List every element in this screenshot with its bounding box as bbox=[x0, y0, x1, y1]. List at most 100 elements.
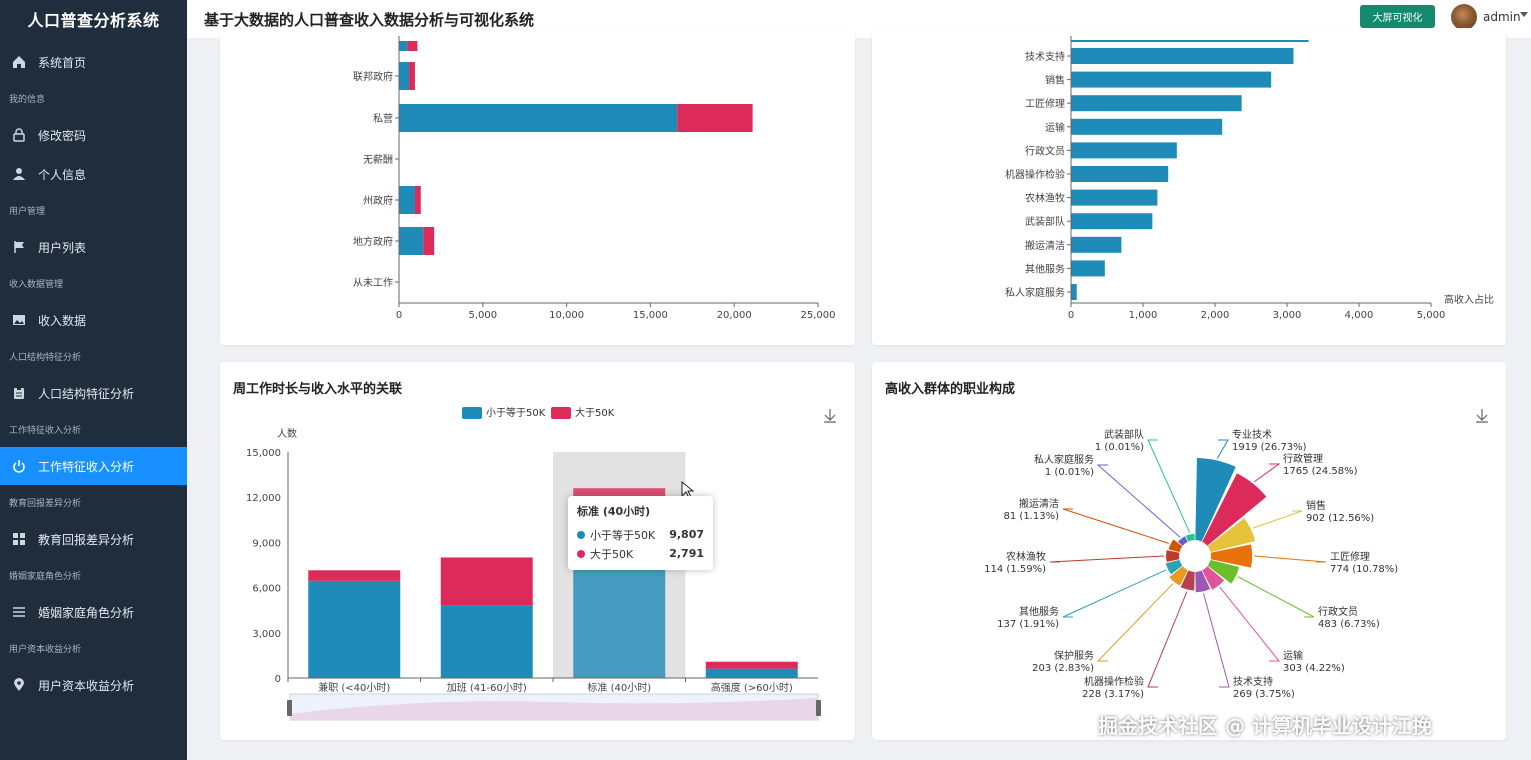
rose-slice bbox=[1185, 533, 1195, 542]
app-brand: 人口普查分析系统 bbox=[27, 11, 160, 30]
x-axis-title: 高收入占比 bbox=[1444, 293, 1494, 306]
image-icon bbox=[12, 313, 26, 327]
bar bbox=[1071, 189, 1158, 206]
rose-slice bbox=[1166, 550, 1180, 562]
x-tick-label: 4,000 bbox=[1345, 310, 1374, 321]
slice-name-label: 保护服务 bbox=[1054, 649, 1094, 662]
sidebar-item[interactable]: 系统首页 bbox=[0, 43, 187, 81]
slice-name-label: 销售 bbox=[1306, 499, 1326, 512]
bar-segment bbox=[308, 570, 401, 581]
x-tick-label: 标准 (40小时) bbox=[587, 682, 651, 694]
x-tick-label: 5,000 bbox=[468, 310, 497, 321]
bar bbox=[1071, 284, 1077, 300]
slice-name-label: 行政管理 bbox=[1283, 452, 1323, 465]
sidebar: 人口普查分析系统 系统首页 我的信息 修改密码 个人信息 用户管理 用户列表 收入数据管理收… bbox=[0, 0, 187, 760]
sidebar-item-label: 修改密码 bbox=[38, 128, 87, 143]
category-label: 从未工作 bbox=[353, 277, 393, 289]
x-tick-label: 15,000 bbox=[633, 310, 668, 321]
rose-slice bbox=[1177, 536, 1188, 546]
x-tick-label: 5,000 bbox=[1417, 310, 1446, 321]
y-tick-label: 12,000 bbox=[246, 493, 281, 504]
x-tick-label: 加班 (41-60小时) bbox=[447, 682, 527, 694]
username[interactable]: admin bbox=[1483, 10, 1521, 24]
sidebar-item-label: 用户列表 bbox=[38, 240, 87, 255]
slice-name-label: 私人家庭服务 bbox=[1034, 453, 1094, 466]
bar bbox=[1071, 142, 1177, 159]
label-leader-line bbox=[1147, 591, 1188, 688]
bar-segment bbox=[399, 104, 678, 132]
bar-segment bbox=[705, 668, 798, 678]
avatar[interactable] bbox=[1451, 4, 1477, 30]
rose-slice bbox=[1195, 458, 1236, 542]
datazoom-slider bbox=[287, 693, 821, 721]
bar-segment bbox=[399, 62, 410, 90]
sidebar-item-label: 收入数据 bbox=[38, 313, 87, 328]
chart-tooltip: 标准 (40小时) 小于等于50K 9,807 大于50K 2,791 bbox=[568, 496, 713, 570]
legend-swatch bbox=[551, 407, 571, 419]
sidebar-group-label: 收入数据管理 bbox=[9, 280, 64, 290]
tooltip-value: 9,807 bbox=[669, 528, 704, 541]
sidebar-item[interactable]: 人口结构特征分析 bbox=[0, 374, 187, 412]
y-tick-label: 15,000 bbox=[246, 448, 281, 459]
sidebar-item-label: 婚姻家庭角色分析 bbox=[38, 605, 135, 620]
label-leader-line bbox=[1062, 508, 1169, 544]
category-label: 搬运清洁 bbox=[1025, 239, 1065, 252]
sidebar-item-label: 用户资本收益分析 bbox=[38, 678, 135, 693]
workhours-card: 周工作时长与收入水平的关联 小于等于50K 大于50K 人数 0 3,000 6,000 9… bbox=[220, 362, 855, 740]
bar bbox=[1071, 95, 1242, 112]
slice-name-label: 专业技术 bbox=[1232, 428, 1272, 441]
sidebar-item[interactable]: 修改密码 bbox=[0, 116, 187, 154]
label-leader-line bbox=[1096, 583, 1174, 662]
category-label: 农林渔牧 bbox=[1025, 192, 1065, 205]
label-leader-line bbox=[1237, 576, 1315, 618]
tooltip-series-name: 小于等于50K bbox=[590, 528, 656, 542]
sidebar-group-label: 工作特征收入分析 bbox=[9, 426, 82, 436]
bar-segment bbox=[399, 186, 415, 214]
high-income-ratio-card: 技术支持 销售 工匠修理 运输 行政文员 机器操作检验 农林渔牧 武装部队 搬运清洁 其他服务 私人… bbox=[872, 28, 1506, 345]
bar-segment bbox=[407, 41, 418, 51]
bar-segment bbox=[705, 661, 798, 669]
clipboard-icon bbox=[12, 386, 26, 400]
sidebar-item[interactable]: 个人信息 bbox=[0, 155, 187, 193]
slice-value-label: 203 (2.83%) bbox=[1032, 663, 1094, 674]
x-tick-label: 高强度 (>60小时) bbox=[711, 681, 793, 694]
rose-slice bbox=[1195, 570, 1211, 593]
y-tick-label: 0 bbox=[275, 674, 281, 685]
rose-slice bbox=[1202, 566, 1225, 590]
category-label: 州政府 bbox=[363, 194, 393, 207]
category-label: 工匠修理 bbox=[1025, 97, 1065, 110]
occupation-card: 高收入群体的职业构成 专业技术 1919 (26.73%) 行政管理 1765 (24… bbox=[872, 362, 1506, 740]
download-icon bbox=[1476, 409, 1488, 423]
sidebar-item[interactable]: 教育回报差异分析 bbox=[0, 520, 187, 558]
x-tick-label: 25,000 bbox=[801, 310, 836, 321]
sidebar-item-label: 人口结构特征分析 bbox=[38, 386, 135, 401]
chevron-down-icon[interactable] bbox=[1520, 12, 1528, 17]
y-axis-title: 人数 bbox=[277, 427, 297, 440]
category-label: 联邦政府 bbox=[353, 70, 393, 83]
slice-name-label: 机器操作检验 bbox=[1084, 675, 1144, 688]
sidebar-item[interactable]: 收入数据 bbox=[0, 301, 187, 339]
page-title: 基于大数据的人口普查收入数据分析与可视化系统 bbox=[204, 10, 535, 29]
category-label: 运输 bbox=[1045, 121, 1065, 134]
slice-value-label: 137 (1.91%) bbox=[997, 619, 1059, 630]
x-tick-label: 0 bbox=[1068, 310, 1074, 321]
bar-segment bbox=[440, 605, 533, 678]
sidebar-item[interactable]: 用户列表 bbox=[0, 228, 187, 266]
bigscreen-button[interactable]: 大屏可视化 bbox=[1360, 5, 1435, 28]
legend-dot bbox=[577, 549, 585, 558]
slice-value-label: 228 (3.17%) bbox=[1082, 689, 1144, 700]
legend-dot bbox=[577, 530, 585, 539]
category-label: 武装部队 bbox=[1025, 215, 1065, 228]
slice-value-label: 1 (0.01%) bbox=[1095, 442, 1144, 453]
sidebar-item[interactable]: 用户资本收益分析 bbox=[0, 666, 187, 704]
sidebar-group-label: 人口结构特征分析 bbox=[9, 353, 82, 363]
rose-slice bbox=[1165, 559, 1183, 575]
category-label: 销售 bbox=[1045, 74, 1065, 87]
sidebar-item[interactable]: 工作特征收入分析 bbox=[0, 447, 187, 485]
tooltip-row: 大于50K 2,791 bbox=[577, 544, 704, 563]
tooltip-row: 小于等于50K 9,807 bbox=[577, 525, 704, 544]
sidebar-item[interactable]: 婚姻家庭角色分析 bbox=[0, 593, 187, 631]
slice-value-label: 303 (4.22%) bbox=[1283, 663, 1345, 674]
